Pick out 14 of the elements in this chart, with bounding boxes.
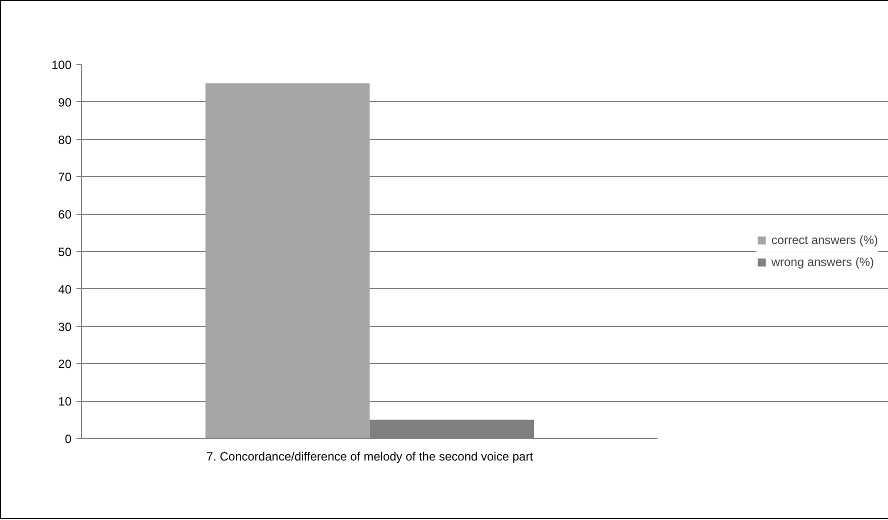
y-tick-label: 0 bbox=[64, 432, 72, 446]
legend-label: correct answers (%) bbox=[771, 233, 878, 247]
y-tick-label: 20 bbox=[58, 357, 72, 372]
y-tick-label: 50 bbox=[58, 245, 72, 259]
legend-label: wrong answers (%) bbox=[771, 255, 874, 269]
x-tick-label: 7. Concordance/difference of melody of the second voice part bbox=[206, 450, 534, 464]
y-tick-label: 30 bbox=[58, 320, 72, 334]
y-tick-label: 90 bbox=[58, 95, 72, 110]
y-tick-label: 60 bbox=[58, 208, 72, 222]
y-tick-label: 10 bbox=[58, 394, 72, 409]
y-tick-label: 100 bbox=[51, 58, 72, 72]
y-tick-label: 80 bbox=[58, 132, 72, 147]
y-tick-label: 70 bbox=[58, 170, 72, 184]
y-tick-label: 40 bbox=[58, 282, 72, 296]
